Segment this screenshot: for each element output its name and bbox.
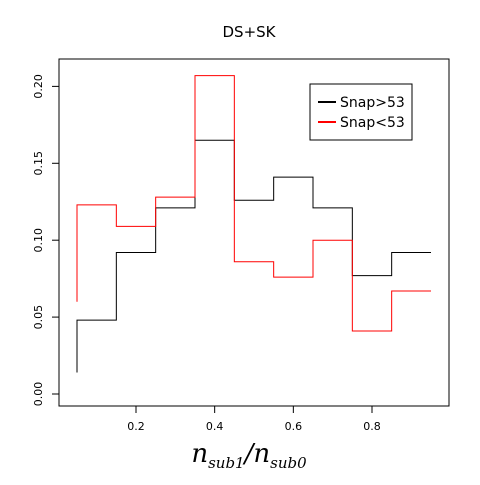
y-tick-label-4: 0.20 xyxy=(32,74,45,99)
y-tick-label-1: 0.05 xyxy=(32,305,45,330)
x-label-slash: / xyxy=(242,439,256,469)
x-label-sub-2: sub0 xyxy=(270,454,307,472)
y-tick-label-0: 0.00 xyxy=(32,382,45,407)
series-line-1 xyxy=(76,75,431,332)
x-label-base-1: n xyxy=(191,439,208,469)
legend: Snap>53 Snap<53 xyxy=(309,83,413,141)
y-axis: 0.00 0.05 0.10 0.15 0.20 xyxy=(32,74,59,406)
x-axis: 0.2 0.4 0.6 0.8 xyxy=(127,406,381,433)
series-layer xyxy=(76,75,431,373)
x-tick-label-0: 0.2 xyxy=(127,420,145,433)
x-tick-label-2: 0.6 xyxy=(285,420,303,433)
y-tick-label-3: 0.15 xyxy=(32,151,45,176)
x-tick-label-3: 0.8 xyxy=(363,420,381,433)
y-tick-label-2: 0.10 xyxy=(32,228,45,253)
x-label-base-2: n xyxy=(253,439,270,469)
plot-frame xyxy=(58,58,450,407)
x-axis-label: nsub1/nsub0 xyxy=(191,439,307,472)
chart-title: DS+SK xyxy=(223,23,277,41)
legend-box xyxy=(309,83,413,141)
legend-label-snap-gt-53: Snap>53 xyxy=(340,95,405,111)
x-label-sub-1: sub1 xyxy=(208,454,245,472)
legend-label-snap-lt-53: Snap<53 xyxy=(340,115,405,131)
x-tick-label-1: 0.4 xyxy=(206,420,224,433)
